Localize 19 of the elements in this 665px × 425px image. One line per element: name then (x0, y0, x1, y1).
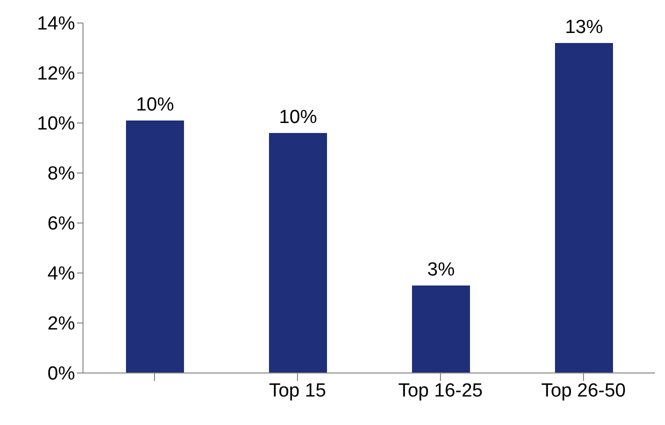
y-tick-label: 2% (48, 314, 76, 335)
y-tick-label: 4% (48, 264, 76, 285)
bar (555, 43, 613, 373)
y-tick-label: 12% (36, 64, 76, 85)
y-tick-label: 6% (48, 214, 76, 235)
x-tick-label: Top 16-25 (398, 380, 483, 402)
bar (126, 120, 184, 373)
bar (269, 133, 327, 373)
y-tick-label: 10% (36, 114, 76, 135)
data-label: 10% (278, 107, 318, 128)
data-label: 13% (564, 17, 604, 38)
data-label: 10% (136, 94, 174, 116)
bar (412, 286, 470, 373)
y-tick-label: 0% (48, 364, 76, 385)
x-tick-label: Top 26-50 (541, 380, 626, 402)
y-tick-label: 8% (48, 164, 76, 185)
x-tick-label: Top 15 (268, 380, 326, 402)
y-tick-label: 14% (36, 14, 76, 35)
data-label: 3% (427, 260, 455, 280)
